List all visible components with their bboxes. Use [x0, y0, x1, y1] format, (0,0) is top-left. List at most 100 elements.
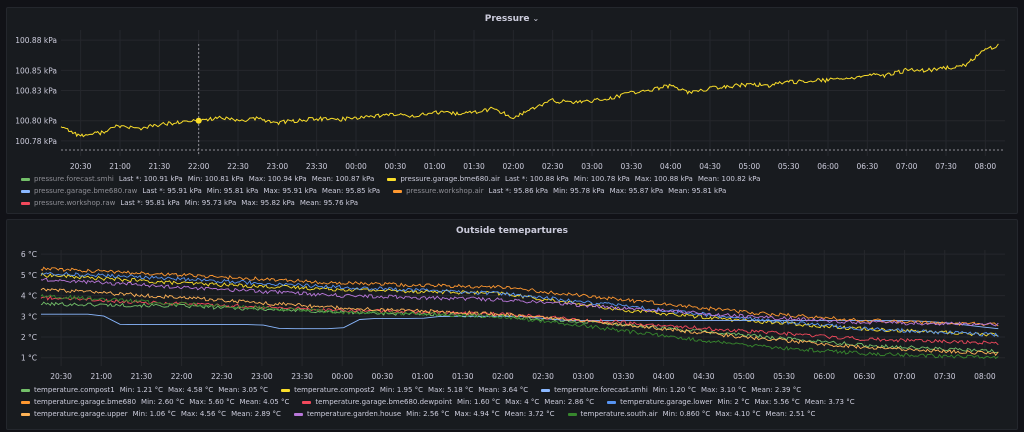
x-tick-label: 02:00 [503, 162, 525, 171]
x-tick-label: 01:00 [424, 162, 446, 171]
legend-stat: Mean: 2.51 °C [765, 410, 816, 418]
legend-stat: Mean: 95.85 kPa [321, 187, 381, 195]
legend-stat: Mean: 4.05 °C [239, 398, 290, 406]
series-line[interactable] [40, 301, 999, 354]
legend-series-name: pressure.garage.bme680.raw [34, 187, 138, 195]
pressure-legend: pressure.forecast.smhi Last *: 100.91 kPa… [21, 173, 773, 209]
legend-stat: Last *: 100.91 kPa [118, 175, 183, 183]
series-line[interactable] [40, 293, 999, 360]
legend-item[interactable]: pressure.workshop.raw Last *: 95.81 kPa Mi… [21, 197, 363, 209]
series-line[interactable] [40, 277, 999, 327]
legend-stat: Min: 2.56 °C [406, 410, 450, 418]
legend-stat: Min: 1.20 °C [652, 386, 696, 394]
legend-stat: Mean: 100.82 kPa [697, 175, 761, 183]
legend-item[interactable]: temperature.garage.upper Min: 1.06 °C Max:… [21, 408, 286, 420]
pressure-chart[interactable]: 20:30 21:00 21:30 22:00 22:30 23:00 23:30 00:00… [7, 8, 1017, 213]
legend-item[interactable]: pressure.garage.bme680.raw Last *: 95.91 … [21, 185, 385, 197]
panel-title[interactable]: Outside temepartures [456, 226, 568, 236]
series-line[interactable] [40, 266, 999, 327]
x-tick-label: 06:30 [857, 162, 879, 171]
legend-item[interactable]: temperature.garden.house Min: 2.56 °C Max:… [293, 408, 560, 420]
legend-stat: Last *: 95.86 kPa [488, 187, 549, 195]
legend-stat: Max: 95.87 kPa [609, 187, 664, 195]
legend-stat: Max: 5.56 °C [754, 398, 800, 406]
x-tick-label: 00:00 [331, 372, 353, 381]
x-tick-label: 05:00 [733, 372, 755, 381]
legend-stat: Min: 95.73 kPa [184, 199, 237, 207]
legend-series-name: pressure.workshop.air [406, 187, 484, 195]
legend-series-name: temperature.garage.upper [34, 410, 128, 418]
x-tick-label: 23:00 [267, 162, 289, 171]
legend-stat: Max: 4.10 °C [715, 410, 761, 418]
legend-series-name: temperature.compost2 [294, 386, 375, 394]
legend-stat: Min: 100.78 kPa [573, 175, 630, 183]
x-tick-label: 04:30 [693, 372, 715, 381]
x-tick-label: 02:30 [532, 372, 554, 381]
legend-stat: Max: 95.82 kPa [241, 199, 295, 207]
temperature-chart[interactable]: 20:30 21:00 21:30 22:00 22:30 23:00 23:30 00:00… [7, 220, 1017, 429]
y-tick-label: 4 °C [21, 292, 37, 301]
y-tick-label: 100.78 kPa [15, 137, 57, 146]
legend-row: pressure.garage.bme680.raw Last *: 95.91 … [21, 185, 773, 197]
y-tick-label: 100.83 kPa [15, 86, 57, 95]
x-tick-label: 03:30 [613, 372, 635, 381]
legend-item[interactable]: pressure.workshop.air Last *: 95.86 kPa Mi… [393, 185, 731, 197]
legend-series-name: temperature.garden.house [306, 410, 402, 418]
x-tick-label: 22:00 [188, 162, 210, 171]
series-line[interactable] [60, 43, 999, 138]
y-tick-label: 1 °C [21, 354, 37, 363]
legend-stat: Min: 2.60 °C [141, 398, 185, 406]
series-line[interactable] [40, 271, 999, 338]
x-tick-label: 08:00 [974, 372, 996, 381]
legend-item[interactable]: temperature.compost2 Min: 1.95 °C Max: 5.1… [281, 384, 533, 396]
legend-stat: Max: 100.88 kPa [634, 175, 693, 183]
legend-stat: Last *: 95.81 kPa [120, 199, 180, 207]
legend-item[interactable]: temperature.south.air Min: 0.860 °C Max: 4… [567, 408, 821, 420]
legend-series-name: pressure.garage.bme680.air [400, 175, 500, 183]
legend-stat: Mean: 100.87 kPa [311, 175, 375, 183]
temperature-panel: Outside temepartures 20:30 21:00 21:30 22:0… [6, 219, 1018, 430]
panel-title[interactable]: Pressure ⌄ [484, 14, 540, 24]
legend-item[interactable]: temperature.compost1 Min: 1.21 °C Max: 4.5… [21, 384, 273, 396]
x-tick-label: 20:30 [50, 372, 72, 381]
x-tick-label: 05:30 [778, 162, 800, 171]
legend-series-name: temperature.forecast.smhi [554, 386, 648, 394]
legend-row: pressure.forecast.smhi Last *: 100.91 kPa… [21, 173, 773, 185]
legend-series-name: temperature.garage.bme680 [34, 398, 137, 406]
legend-stat: Max: 4.56 °C [180, 410, 227, 418]
legend-item[interactable]: temperature.forecast.smhi Min: 1.20 °C Max… [541, 384, 806, 396]
legend-swatch [607, 400, 617, 404]
legend-swatch [567, 412, 577, 416]
chevron-down-icon[interactable]: ⌄ [532, 14, 540, 23]
legend-stat: Mean: 95.81 kPa [668, 187, 727, 195]
legend-stat: Min: 1.60 °C [456, 398, 501, 406]
legend-stat: Min: 95.78 kPa [553, 187, 605, 195]
series-line[interactable] [40, 287, 999, 357]
legend-stat: Max: 100.94 kPa [248, 175, 307, 183]
legend-item[interactable]: temperature.garage.bme680 Min: 2.60 °C Max… [21, 396, 294, 408]
legend-stat: Min: 1.95 °C [379, 386, 424, 394]
legend-swatch [21, 412, 30, 416]
legend-swatch [302, 400, 312, 404]
x-tick-label: 07:30 [935, 162, 957, 171]
legend-item[interactable]: temperature.garage.lower Min: 2 °C Max: 5.… [607, 396, 859, 408]
legend-stat: Mean: 3.64 °C [478, 386, 529, 394]
legend-swatch [541, 388, 551, 392]
legend-row: temperature.compost1 Min: 1.21 °C Max: 4.5… [21, 384, 868, 396]
legend-swatch [21, 189, 30, 193]
legend-stat: Mean: 3.05 °C [218, 386, 269, 394]
legend-stat: Max: 5.18 °C [428, 386, 474, 394]
temperature-legend: temperature.compost1 Min: 1.21 °C Max: 4.5… [21, 384, 868, 420]
legend-stat: Min: 95.81 kPa [206, 187, 259, 195]
legend-stat: Max: 5.60 °C [189, 398, 235, 406]
legend-item[interactable]: temperature.garage.bme680.dewpoint Min: 1… [302, 396, 599, 408]
x-tick-label: 07:30 [934, 372, 956, 381]
legend-series-name: temperature.compost1 [34, 386, 115, 394]
legend-item[interactable]: pressure.forecast.smhi Last *: 100.91 kPa… [21, 173, 379, 185]
legend-row: pressure.workshop.raw Last *: 95.81 kPa Mi… [21, 197, 773, 209]
x-tick-label: 23:00 [251, 372, 273, 381]
legend-swatch [393, 189, 403, 193]
legend-item[interactable]: pressure.garage.bme680.air Last *: 100.88… [387, 173, 765, 185]
legend-series-name: temperature.garage.bme680.dewpoint [315, 398, 452, 406]
legend-stat: Min: 100.81 kPa [187, 175, 244, 183]
